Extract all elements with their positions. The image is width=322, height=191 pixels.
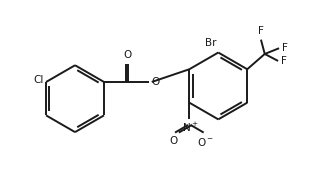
Text: F: F (281, 56, 287, 66)
Text: N$^+$: N$^+$ (182, 121, 198, 134)
Text: F: F (258, 26, 264, 36)
Text: F: F (282, 43, 288, 53)
Text: O$^-$: O$^-$ (197, 136, 214, 148)
Text: Br: Br (205, 38, 217, 48)
Text: O: O (169, 136, 177, 146)
Text: O: O (151, 77, 159, 87)
Text: Cl: Cl (33, 75, 43, 85)
Text: O: O (124, 50, 132, 60)
